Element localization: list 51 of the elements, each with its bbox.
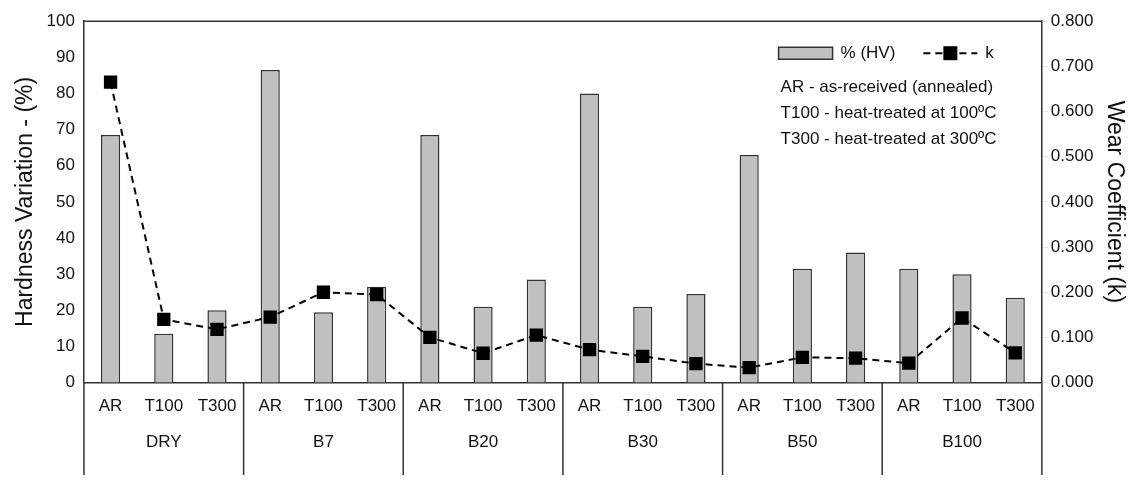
x-tick-label: AR [258, 396, 283, 416]
y2-tick-label: 0.200 [1050, 281, 1094, 301]
y-tick-label: 90 [56, 47, 75, 67]
y-tick-label: 10 [56, 336, 75, 356]
annotation: T100 - heat-treated at 100ºC [780, 102, 997, 122]
annotation: T300 - heat-treated at 300ºC [780, 128, 997, 148]
y2-tick-label: 0.600 [1050, 101, 1094, 121]
text: B50 [787, 432, 818, 452]
annotation: AR - as-received (annealed) [780, 76, 994, 96]
x-tick-label: T100 [463, 396, 503, 416]
y-tick-label: 20 [56, 300, 75, 320]
y2-tick-label: 0.800 [1050, 10, 1094, 30]
x-tick-label: T100 [783, 396, 822, 416]
x-tick-label: AR [577, 396, 602, 416]
y2-axis-title: Wear Coefficient (k) [1102, 100, 1129, 304]
y-tick-label: 100 [46, 10, 75, 30]
y-axis-title: Hardness Variation - (%) [11, 76, 38, 327]
x-tick-label: AR [737, 396, 761, 416]
y2-tick-label: 0.400 [1050, 191, 1094, 211]
y-tick-label: 30 [56, 263, 75, 283]
y-tick-label: 0 [65, 372, 75, 392]
y2-tick-label: 0.700 [1050, 56, 1094, 76]
y-tick-label: 70 [56, 119, 75, 139]
x-tick-label: T300 [836, 396, 875, 416]
y-tick-label: 50 [56, 191, 75, 211]
x-tick-label: AR [897, 396, 921, 416]
x-tick-label: T300 [197, 396, 237, 416]
y-tick-label: 80 [56, 83, 75, 103]
legend-label: % (HV) [840, 42, 896, 62]
y2-tick-label: 0.100 [1050, 327, 1094, 347]
x-tick-label: T100 [942, 396, 982, 416]
x-tick-label: T300 [995, 396, 1035, 416]
y2-tick-label: 0.300 [1050, 236, 1094, 256]
text: B30 [627, 432, 658, 452]
x-tick-label: T300 [357, 396, 397, 416]
y2-tick-label: 0.500 [1050, 146, 1094, 166]
legend-label: k [985, 42, 995, 62]
text: B100 [942, 432, 982, 452]
x-tick-label: AR [98, 396, 123, 416]
y-tick-label: 60 [56, 155, 75, 175]
x-tick-label: AR [418, 396, 442, 416]
y-tick-label: 40 [56, 227, 75, 247]
x-tick-label: T100 [623, 396, 663, 416]
x-tick-label: T300 [516, 396, 556, 416]
x-tick-label: T300 [676, 396, 716, 416]
y2-tick-label: 0.000 [1050, 372, 1094, 392]
text: B7 [313, 432, 334, 452]
x-tick-label: T100 [144, 396, 184, 416]
text: DRY [145, 432, 182, 452]
x-tick-label: T100 [304, 396, 343, 416]
text: B20 [467, 432, 499, 452]
